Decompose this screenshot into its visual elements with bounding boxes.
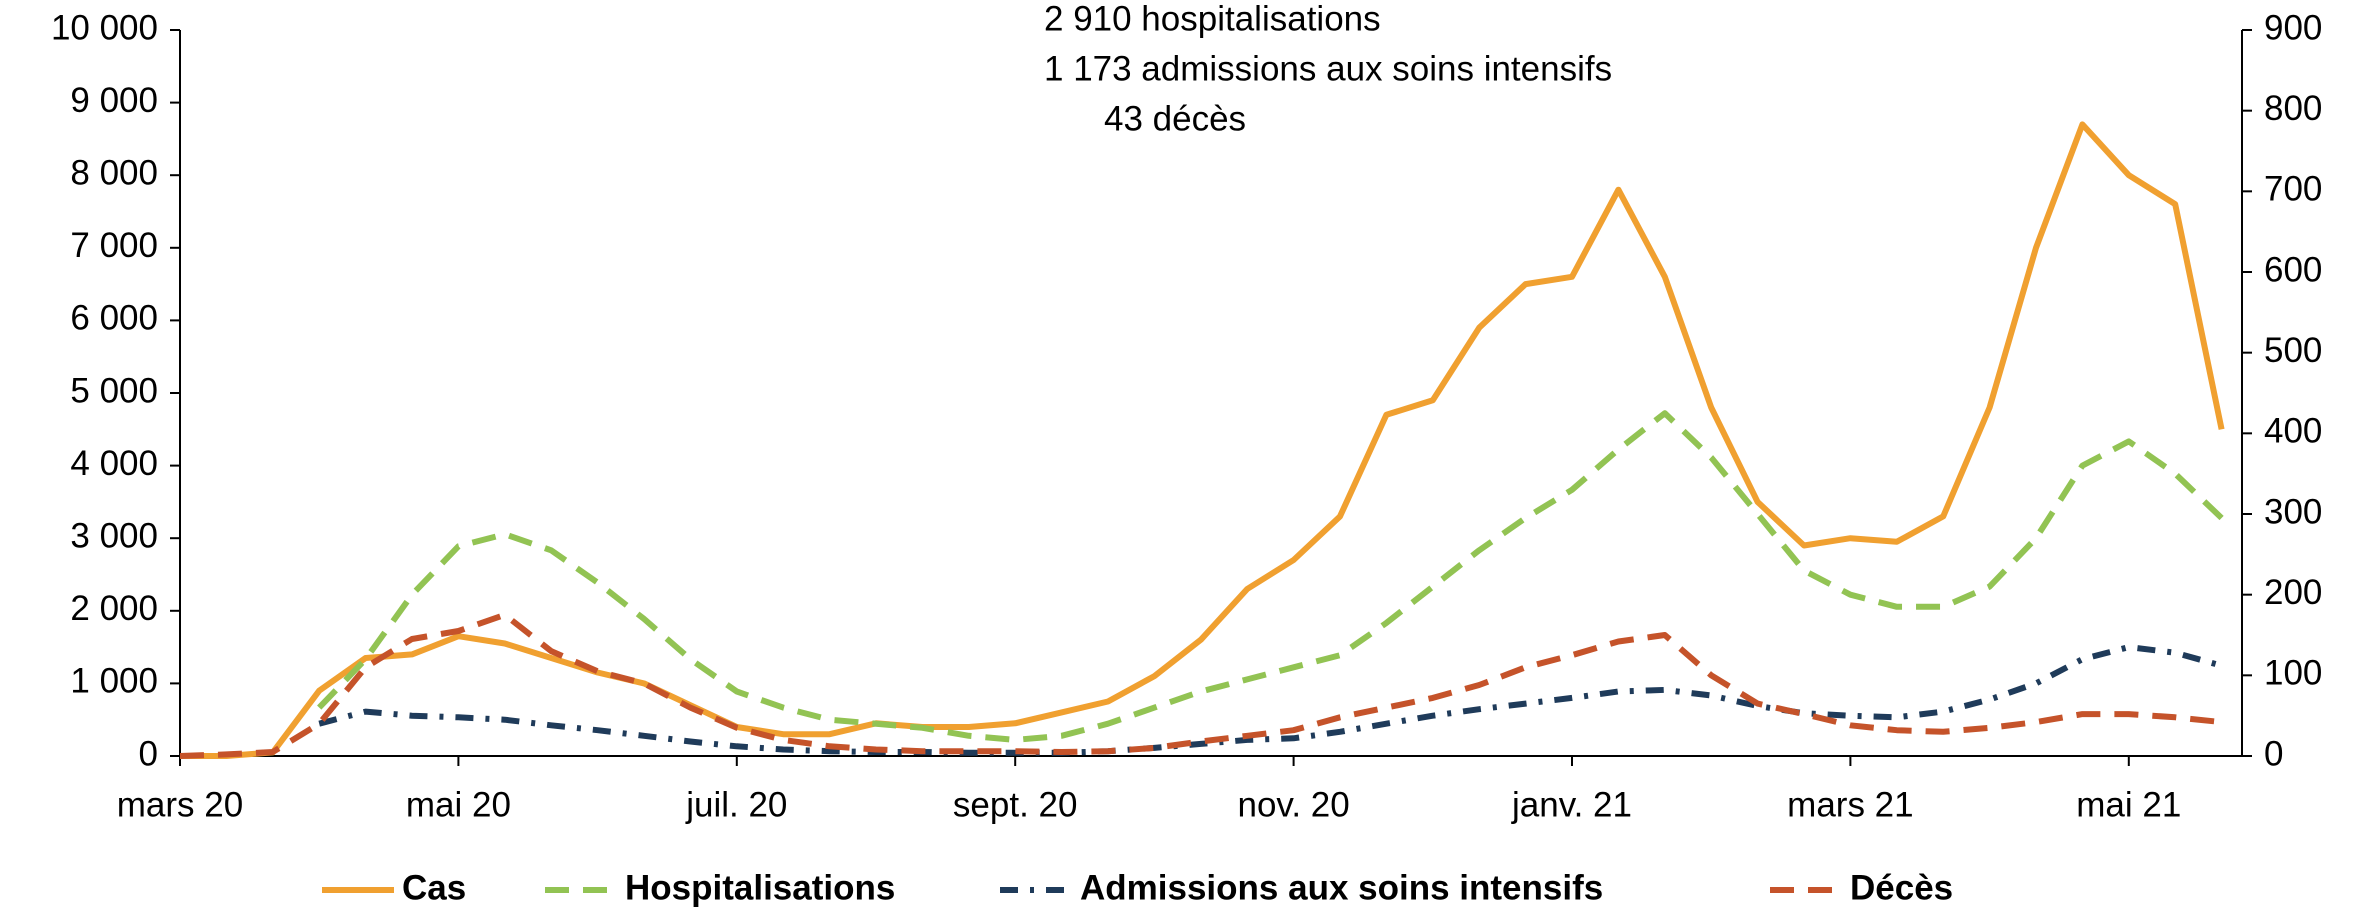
y2-tick-label: 0 [2264, 734, 2283, 773]
y-tick-label: 8 000 [70, 153, 158, 192]
y2-tick-label: 900 [2264, 8, 2322, 47]
x-tick-label: mars 20 [117, 785, 243, 824]
x-tick-label: sept. 20 [953, 785, 1078, 824]
series-line [318, 644, 2223, 756]
y-tick-label: 4 000 [70, 444, 158, 483]
x-tick-label: mai 20 [406, 785, 511, 824]
y-tick-label: 7 000 [70, 226, 158, 265]
annotation: 2 910 hospitalisations [1044, 0, 1381, 38]
legend-label: Hospitalisations [625, 868, 895, 907]
x-tick-label: mai 21 [2076, 785, 2181, 824]
y-tick-label: 1 000 [70, 662, 158, 701]
y-tick-label: 2 000 [70, 589, 158, 628]
y-tick-label: 9 000 [70, 81, 158, 120]
x-tick-label: mars 21 [1787, 785, 1913, 824]
y2-tick-label: 200 [2264, 573, 2322, 612]
x-tick-label: nov. 20 [1237, 785, 1349, 824]
y-tick-label: 0 [139, 734, 158, 773]
annotation: 1 173 admissions aux soins intensifs [1044, 49, 1612, 88]
y2-tick-label: 700 [2264, 170, 2322, 209]
legend-label: Cas [402, 868, 466, 907]
legend-label: Admissions aux soins intensifs [1080, 868, 1603, 907]
y2-tick-label: 300 [2264, 492, 2322, 531]
x-tick-label: juil. 20 [685, 785, 787, 824]
series-line [179, 611, 2222, 759]
y-tick-label: 6 000 [70, 299, 158, 338]
y2-tick-label: 500 [2264, 331, 2322, 370]
legend-label: Décès [1850, 868, 1953, 907]
y2-tick-label: 400 [2264, 412, 2322, 451]
series-line [180, 121, 2225, 759]
y-tick-label: 3 000 [70, 516, 158, 555]
y2-tick-label: 800 [2264, 89, 2322, 128]
y-tick-label: 5 000 [70, 371, 158, 410]
y2-tick-label: 600 [2264, 250, 2322, 289]
y-tick-label: 10 000 [51, 8, 158, 47]
x-tick-label: janv. 21 [1511, 785, 1632, 824]
annotation: 43 décès [1104, 99, 1246, 138]
y2-tick-label: 100 [2264, 654, 2322, 693]
